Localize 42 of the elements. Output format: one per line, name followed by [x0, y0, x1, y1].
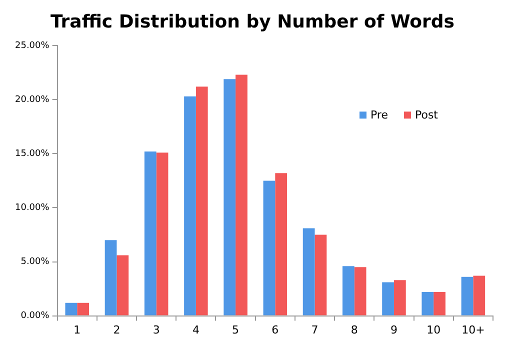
- bar: [65, 302, 78, 316]
- x-tick-label: 10: [426, 323, 441, 336]
- chart-title: Traffic Distribution by Number of Words: [50, 11, 455, 32]
- bar: [314, 234, 327, 316]
- bar: [184, 96, 196, 316]
- x-tick-label: 4: [192, 323, 200, 336]
- bar: [236, 74, 248, 316]
- x-tick-label: 6: [272, 323, 279, 336]
- bar: [156, 152, 168, 316]
- bar: [422, 292, 434, 316]
- x-tick-label: 8: [350, 323, 358, 336]
- bar: [461, 276, 474, 316]
- bar: [473, 276, 486, 316]
- bar: [394, 280, 406, 316]
- bar: [116, 255, 129, 316]
- bar: [342, 266, 354, 316]
- bar: [434, 292, 446, 316]
- x-tick-label: 3: [152, 323, 160, 336]
- bar: [382, 282, 394, 316]
- bar: [263, 180, 276, 316]
- x-tick-label: 7: [311, 323, 318, 336]
- bar: [104, 240, 117, 316]
- y-tick-label: 10.00%: [14, 203, 50, 214]
- y-tick-label: 20.00%: [14, 94, 50, 105]
- bar: [144, 152, 156, 316]
- legend-label: Pre: [370, 108, 388, 122]
- legend-label: Post: [414, 108, 439, 122]
- x-tick-label: 5: [232, 323, 240, 336]
- y-tick-label: 25.00%: [14, 40, 50, 51]
- x-tick-label: 2: [113, 323, 120, 336]
- bar: [354, 267, 366, 316]
- x-tick-label: 10+: [462, 323, 485, 336]
- y-tick-label: 0.00%: [20, 311, 50, 322]
- bar: [275, 173, 288, 316]
- bar: [302, 228, 315, 316]
- y-tick-label: 5.00%: [20, 257, 50, 268]
- x-tick-label: 1: [74, 323, 81, 336]
- x-tick-label: 9: [390, 323, 398, 336]
- y-tick-label: 15.00%: [14, 149, 50, 160]
- bar: [224, 79, 236, 316]
- bar: [77, 302, 90, 316]
- bar: [196, 86, 208, 316]
